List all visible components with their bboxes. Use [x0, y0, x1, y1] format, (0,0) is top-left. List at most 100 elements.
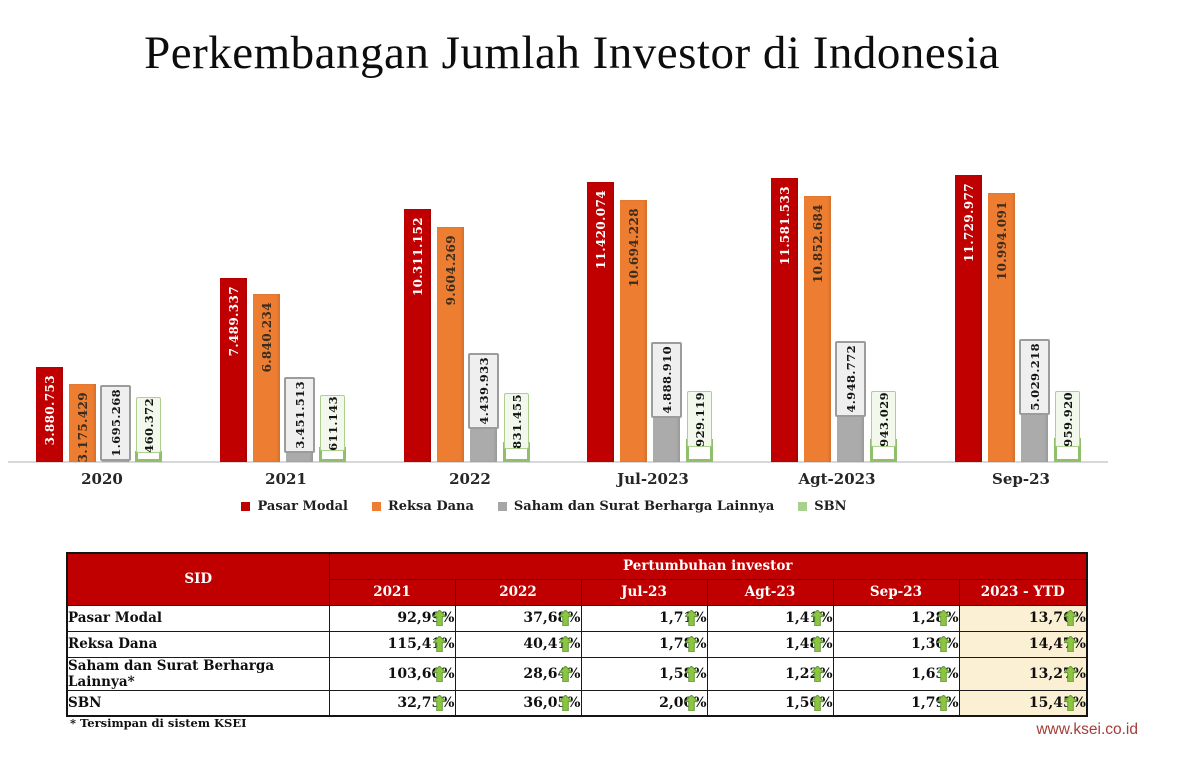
bar-value-label: 11.581.533 — [777, 186, 792, 266]
pct-value: 1,28% — [911, 610, 959, 626]
bar-group-2021: 7.489.337 6.840.234 3.451.513 611.143 — [220, 278, 352, 462]
bar-value-label: 9.604.269 — [443, 235, 458, 306]
bar-value-label-box: 611.143 — [320, 395, 345, 451]
legend-label: Saham dan Surat Berharga Lainnya — [513, 499, 775, 514]
bar-label-wrap: 3.175.429 — [69, 392, 96, 462]
bar-pm-2022: 10.311.152 — [404, 209, 431, 462]
row-label: Pasar Modal — [66, 604, 330, 632]
pct-value: 1,63% — [911, 665, 959, 682]
pct-cell: 40,41% — [454, 630, 582, 658]
table-header-Agt-23: Agt-23 — [706, 578, 834, 606]
bar-label-wrap: 10.994.091 — [988, 201, 1015, 280]
website-url: www.ksei.co.id — [1036, 721, 1138, 738]
pct-cell: 1,41% — [706, 604, 834, 632]
pct-cell: 37,68% — [454, 604, 582, 632]
up-arrow-icon — [432, 665, 446, 682]
up-arrow-icon — [1064, 665, 1077, 682]
table-subheader-row: 2021 2022 Jul-23 Agt-23 Sep-23 2023 - YTD — [67, 578, 1088, 606]
legend-item: Pasar Modal — [241, 499, 348, 514]
pct-cell: 2,00% — [580, 689, 708, 717]
bar-rd-2022: 9.604.269 — [437, 227, 464, 462]
table-row: Saham dan Surat Berharga Lainnya* 103,60%… — [66, 656, 1088, 691]
pct-value: 1,58% — [659, 665, 707, 682]
table-body: Pasar Modal 92,99% 37,68% 1,71% 1,41% 1,28% 13… — [66, 604, 1088, 717]
up-arrow-icon — [558, 665, 572, 682]
bar-sbn-2020: 460.372 — [135, 397, 162, 462]
bar-value-label-box: 4.948.772 — [835, 341, 866, 417]
pct-cell: 92,99% — [328, 604, 456, 632]
up-arrow-icon — [810, 610, 824, 626]
bar-shm-2020: 1.695.268 — [100, 385, 131, 462]
bar-sbn-Agt-2023: 943.029 — [870, 391, 897, 462]
bar-value-label: 611.143 — [325, 395, 340, 451]
bar-sbn-2022: 831.455 — [503, 393, 530, 462]
bar-label-wrap: 6.840.234 — [253, 302, 280, 372]
pct-cell: 1,22% — [706, 656, 834, 691]
bar-sbn-Sep-23: 959.920 — [1054, 391, 1081, 462]
x-axis-labels: 2020 2021 2022 Jul-2023 Agt-2023 Sep-23 — [0, 470, 1200, 492]
bar-sbn-2021: 611.143 — [319, 395, 346, 462]
bar-value-label-box: 4.439.933 — [468, 353, 499, 429]
pct-cell: 1,71% — [580, 604, 708, 632]
x-axis-label-2021: 2021 — [265, 470, 307, 488]
pct-cell: 13,27% — [958, 656, 1088, 691]
legend-label: Pasar Modal — [257, 499, 348, 514]
pct-value: 28,64% — [523, 665, 581, 682]
bar-rd-Agt-2023: 10.852.684 — [804, 196, 831, 462]
footnote: * Tersimpan di sistem KSEI — [70, 716, 247, 730]
bar-value-label: 3.451.513 — [292, 381, 307, 449]
table-header-2021: 2021 — [328, 578, 456, 606]
up-arrow-icon — [810, 694, 824, 711]
bar-rd-Jul-2023: 10.694.228 — [620, 200, 647, 462]
pct-value: 36,05% — [523, 694, 581, 711]
x-axis-label-Agt-2023: Agt-2023 — [798, 470, 876, 488]
pct-cell: 115,41% — [328, 630, 456, 658]
bar-value-label: 4.948.772 — [843, 345, 858, 413]
bar-value-label-box: 3.451.513 — [284, 377, 315, 453]
up-arrow-icon — [810, 665, 824, 682]
bar-value-label-box: 831.455 — [504, 393, 529, 449]
up-arrow-icon — [684, 610, 698, 626]
x-axis-line — [8, 461, 1108, 463]
bar-group-Jul-2023: 11.420.074 10.694.228 4.888.910 929.119 — [587, 182, 719, 462]
x-axis-label-2022: 2022 — [449, 470, 491, 488]
bar-label-wrap: 11.729.977 — [955, 183, 982, 262]
pct-cell: 36,05% — [454, 689, 582, 717]
bar-value-label: 10.852.684 — [810, 204, 825, 284]
bar-value-label: 3.175.429 — [75, 392, 90, 463]
pct-value: 1,41% — [785, 610, 833, 626]
pct-cell: 1,78% — [580, 630, 708, 658]
pct-value: 13,76% — [1028, 610, 1086, 626]
table-header-group: Pertumbuhan investor — [328, 552, 1088, 580]
pct-value: 1,79% — [911, 694, 959, 711]
up-arrow-icon — [1064, 636, 1077, 652]
bar-label-wrap: 10.852.684 — [804, 204, 831, 283]
bar-shm-2022: 4.439.933 — [468, 353, 499, 462]
table-row: Pasar Modal 92,99% 37,68% 1,71% 1,41% 1,28% 13… — [66, 604, 1088, 632]
up-arrow-icon — [1064, 610, 1077, 626]
bar-pm-2020: 3.880.753 — [36, 367, 63, 462]
bar-value-label-box: 959.920 — [1055, 391, 1080, 447]
pct-cell: 14,47% — [958, 630, 1088, 658]
bar-shm-Jul-2023: 4.888.910 — [651, 342, 682, 462]
pct-value: 15,45% — [1028, 694, 1086, 711]
pct-value: 1,50% — [785, 694, 833, 711]
bar-value-label: 5.029.218 — [1027, 343, 1042, 411]
up-arrow-icon — [432, 610, 446, 626]
bar-value-label: 11.729.977 — [961, 183, 976, 263]
bar-value-label: 929.119 — [692, 391, 707, 447]
up-arrow-icon — [432, 636, 446, 652]
up-arrow-icon — [558, 694, 572, 711]
pct-cell: 1,63% — [832, 656, 960, 691]
bar-value-label-box: 460.372 — [136, 397, 161, 453]
up-arrow-icon — [684, 665, 698, 682]
table-header-sid: SID — [66, 552, 330, 606]
bar-value-label: 943.029 — [876, 391, 891, 447]
bar-pm-Jul-2023: 11.420.074 — [587, 182, 614, 462]
table-header-Jul-23: Jul-23 — [580, 578, 708, 606]
legend-label: Reksa Dana — [387, 499, 474, 514]
bar-value-label-box: 5.029.218 — [1019, 339, 1050, 415]
legend-item: SBN — [798, 499, 847, 514]
bar-rd-2020: 3.175.429 — [69, 384, 96, 462]
